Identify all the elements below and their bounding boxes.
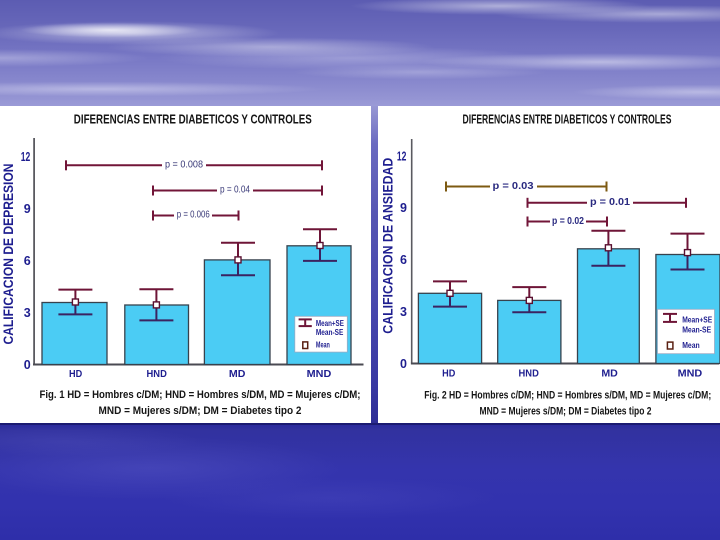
svg-text:0: 0 [400,357,407,371]
svg-text:Mean-SE: Mean-SE [316,328,344,337]
svg-text:HD: HD [442,369,455,380]
svg-text:p = 0.02: p = 0.02 [552,216,584,227]
svg-text:MD: MD [601,369,618,380]
svg-text:12: 12 [397,149,407,163]
svg-text:HND: HND [147,369,167,380]
svg-text:6: 6 [24,254,31,268]
svg-text:0: 0 [24,358,31,372]
svg-text:HD: HD [69,369,82,380]
svg-text:MND: MND [307,369,332,380]
svg-text:CALIFICACION DE ANSIEDAD: CALIFICACION DE ANSIEDAD [381,157,396,333]
svg-text:p = 0.006: p = 0.006 [177,209,210,221]
svg-text:3: 3 [400,305,407,319]
svg-text:3: 3 [24,306,31,320]
svg-text:MND: MND [678,369,703,380]
svg-text:Mean-SE: Mean-SE [682,326,711,335]
svg-text:p = 0.03: p = 0.03 [493,181,534,192]
svg-text:Mean+SE: Mean+SE [682,315,712,324]
svg-text:DIFERENCIAS ENTRE DIABETICOS Y: DIFERENCIAS ENTRE DIABETICOS Y CONTROLES [463,112,672,126]
svg-text:Mean: Mean [682,341,700,350]
svg-text:HND: HND [519,369,539,380]
svg-text:MND = Mujeres s/DM; DM = Diabe: MND = Mujeres s/DM; DM = Diabetes tipo 2 [480,405,652,417]
svg-text:9: 9 [24,202,31,216]
svg-text:Mean: Mean [316,341,330,350]
svg-text:DIFERENCIAS ENTRE DIABETICOS Y: DIFERENCIAS ENTRE DIABETICOS Y CONTROLES [74,112,312,127]
svg-text:p = 0.01: p = 0.01 [590,197,630,208]
svg-text:MND = Mujeres s/DM; DM = Diabe: MND = Mujeres s/DM; DM = Diabetes tipo 2 [99,405,302,417]
svg-text:MD: MD [229,369,246,380]
svg-text:p = 0.008: p = 0.008 [165,159,203,171]
svg-text:Fig. 1 HD = Hombres c/DM; HND: Fig. 1 HD = Hombres c/DM; HND = Hombres … [40,389,361,401]
svg-text:9: 9 [400,201,407,215]
svg-text:p = 0.04: p = 0.04 [220,184,250,196]
svg-text:CALIFICACION DE DEPRESION: CALIFICACION DE DEPRESION [1,164,16,345]
svg-text:6: 6 [400,253,407,267]
svg-text:Mean+SE: Mean+SE [316,319,345,328]
svg-text:Fig. 2 HD = Hombres c/DM; HND: Fig. 2 HD = Hombres c/DM; HND = Hombres … [424,390,711,402]
svg-text:12: 12 [21,150,31,164]
